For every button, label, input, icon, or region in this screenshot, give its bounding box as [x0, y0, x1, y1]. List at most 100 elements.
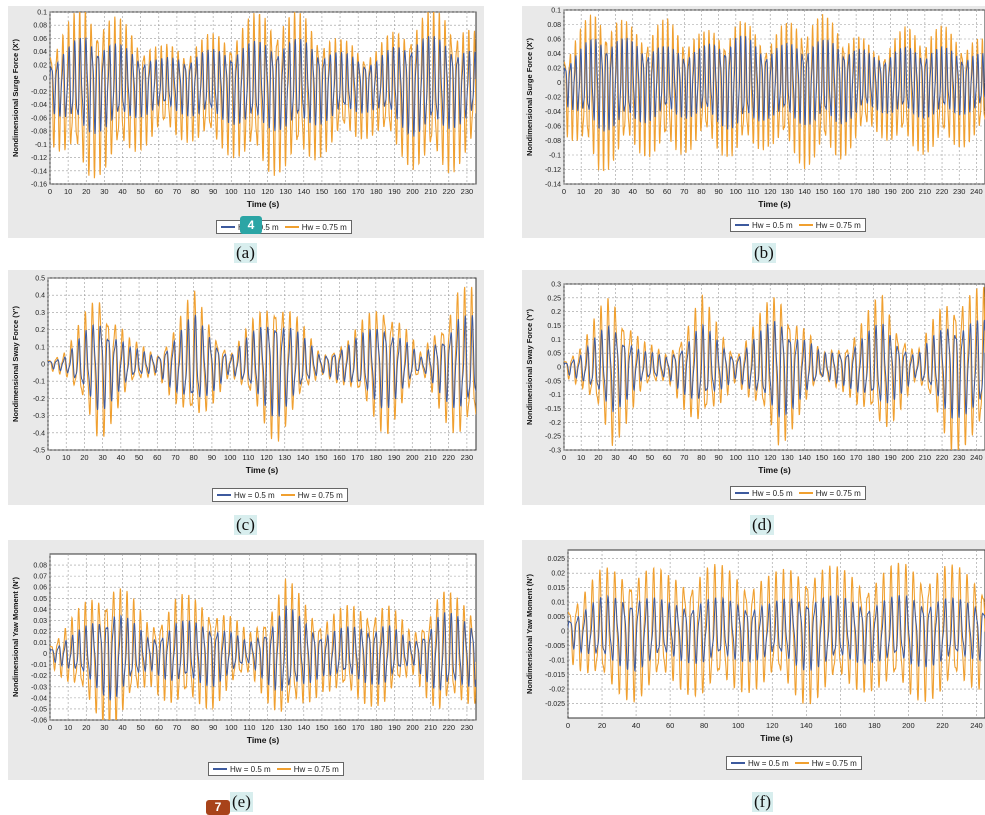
- x-tick-label: 170: [352, 723, 365, 732]
- x-tick-label: 0: [48, 187, 52, 196]
- x-tick-label: 90: [714, 453, 722, 462]
- x-tick-label: 160: [833, 453, 846, 462]
- y-tick-label: -0.02: [31, 89, 47, 96]
- legend-item-d-1: Hw = 0.75 m: [798, 489, 861, 498]
- y-tick-label: -0.01: [31, 662, 47, 669]
- x-tick-label: 120: [260, 453, 273, 462]
- x-tick-label: 150: [815, 187, 828, 196]
- x-tick-label: 50: [136, 187, 144, 196]
- y-tick-label: 0.04: [33, 607, 47, 614]
- chart-panel-a: 0 10 20 30 40 50 60 70 80 90 100 110 120 130 140 150 160…: [8, 6, 484, 238]
- legend-swatch-icon: [735, 492, 749, 495]
- x-tick-label: 160: [834, 721, 847, 730]
- x-axis-label: Time (s): [247, 735, 280, 745]
- x-tick-label: 200: [406, 187, 419, 196]
- y-tick-label: 0.4: [35, 293, 45, 300]
- y-tick-label: 0.5: [35, 276, 45, 283]
- x-tick-label: 70: [680, 453, 688, 462]
- y-tick-label: -0.06: [545, 124, 561, 131]
- y-axis-label: Nondimensional Yaw Moment (N'): [11, 577, 20, 697]
- x-tick-label: 130: [279, 187, 292, 196]
- x-tick-label: 110: [243, 723, 255, 732]
- x-tick-label: 60: [155, 723, 163, 732]
- y-tick-label: 0.08: [547, 22, 561, 29]
- y-tick-label: 0.15: [547, 323, 561, 330]
- y-tick-label: -0.1: [549, 153, 561, 160]
- caption-b: (b): [752, 243, 776, 263]
- x-tick-label: 140: [798, 453, 811, 462]
- y-axis-label: Nondimensional Sway Force (Y'): [11, 306, 20, 422]
- x-tick-label: 20: [82, 187, 90, 196]
- x-tick-label: 110: [747, 187, 759, 196]
- y-tick-label: -0.3: [549, 448, 561, 455]
- y-tick-label: 0.015: [547, 585, 565, 592]
- x-tick-label: 0: [46, 453, 50, 462]
- x-tick-label: 70: [680, 187, 688, 196]
- legend-b: Hw = 0.5 m Hw = 0.75 m: [730, 218, 866, 232]
- x-tick-label: 120: [261, 187, 274, 196]
- x-tick-label: 190: [388, 723, 401, 732]
- y-tick-label: -0.25: [545, 434, 561, 441]
- y-tick-label: 0.2: [35, 327, 45, 334]
- x-tick-label: 0: [48, 723, 52, 732]
- x-tick-label: 160: [333, 453, 346, 462]
- x-tick-label: 80: [697, 187, 705, 196]
- y-tick-label: 0.1: [551, 8, 561, 15]
- legend-a: Hw = 0.5 m Hw = 0.75 m: [216, 220, 352, 234]
- y-tick-label: 0.1: [551, 337, 561, 344]
- series-line-hw-0-5: [50, 605, 476, 701]
- y-tick-label: -0.03: [31, 684, 47, 691]
- x-tick-label: 70: [171, 453, 179, 462]
- x-tick-label: 40: [632, 721, 640, 730]
- x-tick-label: 140: [800, 721, 813, 730]
- x-tick-label: 150: [316, 723, 329, 732]
- chart-d: 0 10 20 30 40 50 60 70 80 90 100 110 120 130 140 150 160…: [525, 282, 985, 475]
- legend-f: Hw = 0.5 m Hw = 0.75 m: [726, 756, 862, 770]
- x-axis-label: Time (s): [758, 465, 791, 475]
- y-tick-label: 0.005: [547, 614, 565, 621]
- x-tick-label: 80: [191, 723, 199, 732]
- caption-c: (c): [234, 515, 257, 535]
- chart-panel-c: 0 10 20 30 40 50 60 70 80 90 100 110 120 130 140 150 160…: [8, 270, 484, 505]
- legend-item-c-0: Hw = 0.5 m: [217, 491, 275, 500]
- x-tick-label: 70: [173, 723, 181, 732]
- x-tick-label: 0: [562, 453, 566, 462]
- x-tick-label: 70: [173, 187, 181, 196]
- y-tick-label: 0.03: [33, 618, 47, 625]
- x-tick-label: 20: [82, 723, 90, 732]
- y-tick-label: 0.07: [33, 574, 47, 581]
- y-tick-label: -0.05: [545, 378, 561, 385]
- y-tick-label: 0.05: [33, 596, 47, 603]
- y-tick-label: 0.06: [33, 36, 47, 43]
- x-tick-label: 120: [764, 453, 777, 462]
- x-tick-label: 20: [594, 187, 602, 196]
- x-tick-label: 150: [315, 453, 328, 462]
- x-tick-label: 110: [242, 453, 254, 462]
- y-tick-label: -0.04: [545, 109, 561, 116]
- legend-label-a-1: Hw = 0.75 m: [301, 222, 347, 232]
- x-tick-label: 200: [902, 721, 915, 730]
- series-line-hw-0-5: [564, 35, 985, 132]
- badge-7: 7: [206, 800, 230, 815]
- y-tick-label: -0.2: [33, 396, 45, 403]
- x-tick-label: 180: [370, 453, 383, 462]
- x-tick-label: 110: [243, 187, 255, 196]
- legend-item-d-0: Hw = 0.5 m: [735, 489, 793, 498]
- legend-swatch-icon: [798, 224, 813, 227]
- chart-panel-e: 0 10 20 30 40 50 60 70 80 90 100 110 120 130 140 150 160…: [8, 540, 484, 780]
- y-tick-label: 0.05: [547, 351, 561, 358]
- legend-swatch-icon: [213, 768, 227, 771]
- x-tick-label: 160: [833, 187, 846, 196]
- y-tick-label: -0.02: [31, 673, 47, 680]
- x-tick-label: 140: [798, 187, 811, 196]
- legend-item-a-1: Hw = 0.75 m: [284, 222, 347, 232]
- y-tick-label: -0.15: [545, 406, 561, 413]
- caption-d: (d): [750, 515, 774, 535]
- y-tick-label: -0.08: [545, 138, 561, 145]
- legend-swatch-icon: [731, 762, 745, 765]
- chart-a: 0 10 20 30 40 50 60 70 80 90 100 110 120 130 140 150 160…: [11, 10, 477, 209]
- x-tick-label: 80: [190, 453, 198, 462]
- x-tick-label: 40: [629, 453, 637, 462]
- y-tick-label: -0.12: [31, 155, 47, 162]
- x-tick-label: 40: [117, 453, 125, 462]
